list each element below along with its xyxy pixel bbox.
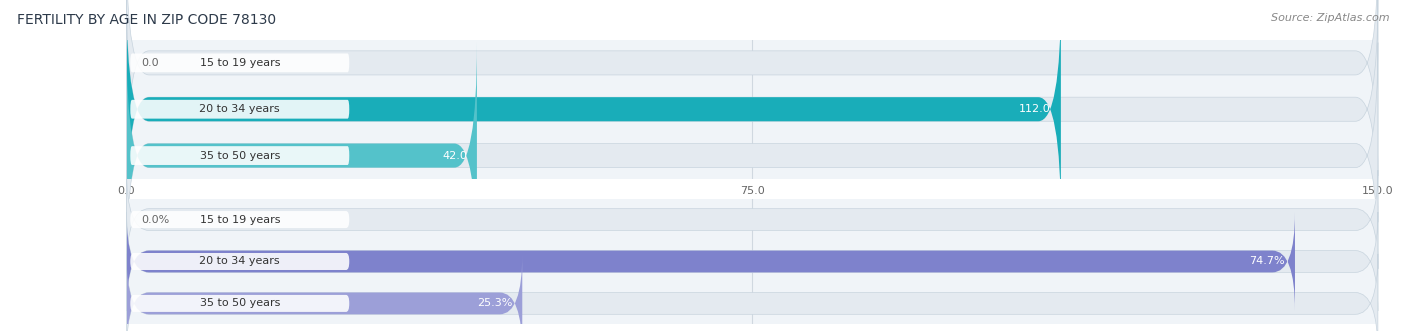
Text: 112.0: 112.0 <box>1019 104 1050 114</box>
Text: 74.7%: 74.7% <box>1250 257 1285 266</box>
Text: 20 to 34 years: 20 to 34 years <box>200 257 280 266</box>
Text: 20 to 34 years: 20 to 34 years <box>200 104 280 114</box>
Text: 42.0: 42.0 <box>441 151 467 161</box>
FancyBboxPatch shape <box>127 254 1378 331</box>
FancyBboxPatch shape <box>127 42 1378 269</box>
Text: 35 to 50 years: 35 to 50 years <box>200 151 280 161</box>
FancyBboxPatch shape <box>131 100 349 118</box>
Text: 35 to 50 years: 35 to 50 years <box>200 299 280 308</box>
FancyBboxPatch shape <box>131 146 349 165</box>
FancyBboxPatch shape <box>127 0 1062 222</box>
FancyBboxPatch shape <box>127 42 477 269</box>
Text: 15 to 19 years: 15 to 19 years <box>200 58 280 68</box>
FancyBboxPatch shape <box>131 253 349 270</box>
FancyBboxPatch shape <box>127 170 1378 269</box>
Text: 0.0: 0.0 <box>142 58 159 68</box>
Text: 15 to 19 years: 15 to 19 years <box>200 214 280 224</box>
Text: 25.3%: 25.3% <box>477 299 512 308</box>
Text: FERTILITY BY AGE IN ZIP CODE 78130: FERTILITY BY AGE IN ZIP CODE 78130 <box>17 13 276 27</box>
FancyBboxPatch shape <box>127 212 1378 311</box>
Text: Source: ZipAtlas.com: Source: ZipAtlas.com <box>1271 13 1389 23</box>
FancyBboxPatch shape <box>131 295 349 312</box>
FancyBboxPatch shape <box>127 0 1378 176</box>
FancyBboxPatch shape <box>131 54 349 72</box>
FancyBboxPatch shape <box>127 0 1378 222</box>
Text: 0.0%: 0.0% <box>142 214 170 224</box>
FancyBboxPatch shape <box>127 212 1295 311</box>
FancyBboxPatch shape <box>131 211 349 228</box>
FancyBboxPatch shape <box>127 254 522 331</box>
